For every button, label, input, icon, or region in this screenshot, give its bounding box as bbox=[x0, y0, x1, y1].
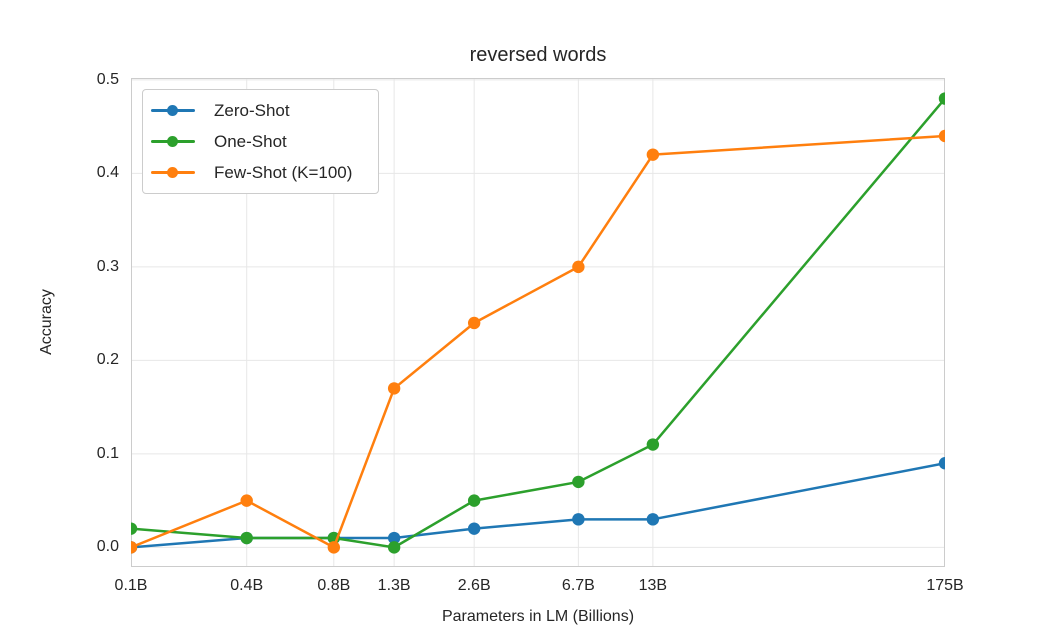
y-tick-label: 0.1 bbox=[96, 444, 119, 462]
legend-label: One-Shot bbox=[214, 131, 287, 151]
data-point-one-shot-2-6b bbox=[467, 494, 481, 507]
data-point-one-shot-0-1b bbox=[131, 522, 138, 535]
legend-item-one-shot: One-Shot bbox=[151, 126, 352, 157]
legend-label: Few-Shot (K=100) bbox=[214, 162, 353, 182]
legend-item-zero-shot: Zero-Shot bbox=[151, 95, 352, 126]
x-tick-label: 175B bbox=[926, 577, 964, 594]
data-point-zero-shot-175b bbox=[938, 457, 945, 470]
legend-marker-icon bbox=[167, 167, 178, 178]
data-point-few-shot-k-100-13b bbox=[646, 148, 660, 161]
legend-marker-icon bbox=[167, 105, 178, 116]
series-line-few-shot-k-100 bbox=[131, 134, 945, 549]
data-point-zero-shot-1-3b bbox=[387, 531, 401, 545]
x-tick-label: 13B bbox=[638, 577, 668, 594]
chart-title: reversed words bbox=[469, 44, 607, 66]
y-tick-label: 0.4 bbox=[96, 164, 119, 182]
legend-label: Zero-Shot bbox=[214, 100, 290, 120]
x-tick-label: 6.7B bbox=[561, 577, 595, 594]
plot-border bbox=[131, 78, 945, 567]
y-tick-label: 0.0 bbox=[96, 538, 119, 556]
data-point-one-shot-175b bbox=[938, 92, 945, 105]
data-point-zero-shot-2-6b bbox=[467, 522, 481, 535]
plot-area: Zero-Shot One-Shot Few-Shot (K=100) bbox=[131, 78, 945, 567]
legend: Zero-Shot One-Shot Few-Shot (K=100) bbox=[142, 89, 380, 194]
legend-item-few-shot-k-100: Few-Shot (K=100) bbox=[151, 157, 352, 188]
y-tick-label: 0.5 bbox=[96, 70, 119, 88]
legend-swatch bbox=[151, 104, 195, 117]
y-axis-label: Accuracy bbox=[38, 289, 55, 355]
x-tick-label: 0.8B bbox=[317, 577, 351, 594]
data-point-few-shot-k-100-0-4b bbox=[240, 494, 253, 507]
data-point-one-shot-13b bbox=[646, 438, 660, 451]
data-point-one-shot-1-3b bbox=[387, 541, 401, 554]
legend-marker-icon bbox=[167, 136, 178, 147]
y-tick-label: 0.3 bbox=[96, 257, 119, 275]
x-tick-label: 0.4B bbox=[230, 577, 264, 594]
data-point-one-shot-6-7b bbox=[572, 475, 585, 489]
legend-swatch bbox=[151, 135, 195, 148]
series-line-one-shot bbox=[131, 97, 945, 549]
y-tick-label: 0.2 bbox=[96, 351, 119, 369]
chart-canvas bbox=[131, 78, 945, 567]
data-point-few-shot-k-100-175b bbox=[938, 129, 945, 143]
data-point-one-shot-0-4b bbox=[240, 531, 253, 545]
data-point-zero-shot-13b bbox=[646, 513, 660, 526]
x-tick-label: 2.6B bbox=[457, 577, 491, 594]
x-tick-label: 1.3B bbox=[377, 577, 411, 594]
data-point-few-shot-k-100-1-3b bbox=[387, 382, 401, 395]
data-point-few-shot-k-100-0-1b bbox=[131, 541, 138, 554]
legend-swatch bbox=[151, 166, 195, 179]
data-point-few-shot-k-100-6-7b bbox=[572, 260, 585, 274]
data-point-few-shot-k-100-0-8b bbox=[327, 541, 341, 554]
x-axis-label: Parameters in LM (Billions) bbox=[441, 608, 635, 625]
x-tick-label: 0.1B bbox=[114, 577, 148, 594]
data-point-zero-shot-6-7b bbox=[572, 513, 585, 526]
data-point-few-shot-k-100-2-6b bbox=[467, 316, 481, 330]
